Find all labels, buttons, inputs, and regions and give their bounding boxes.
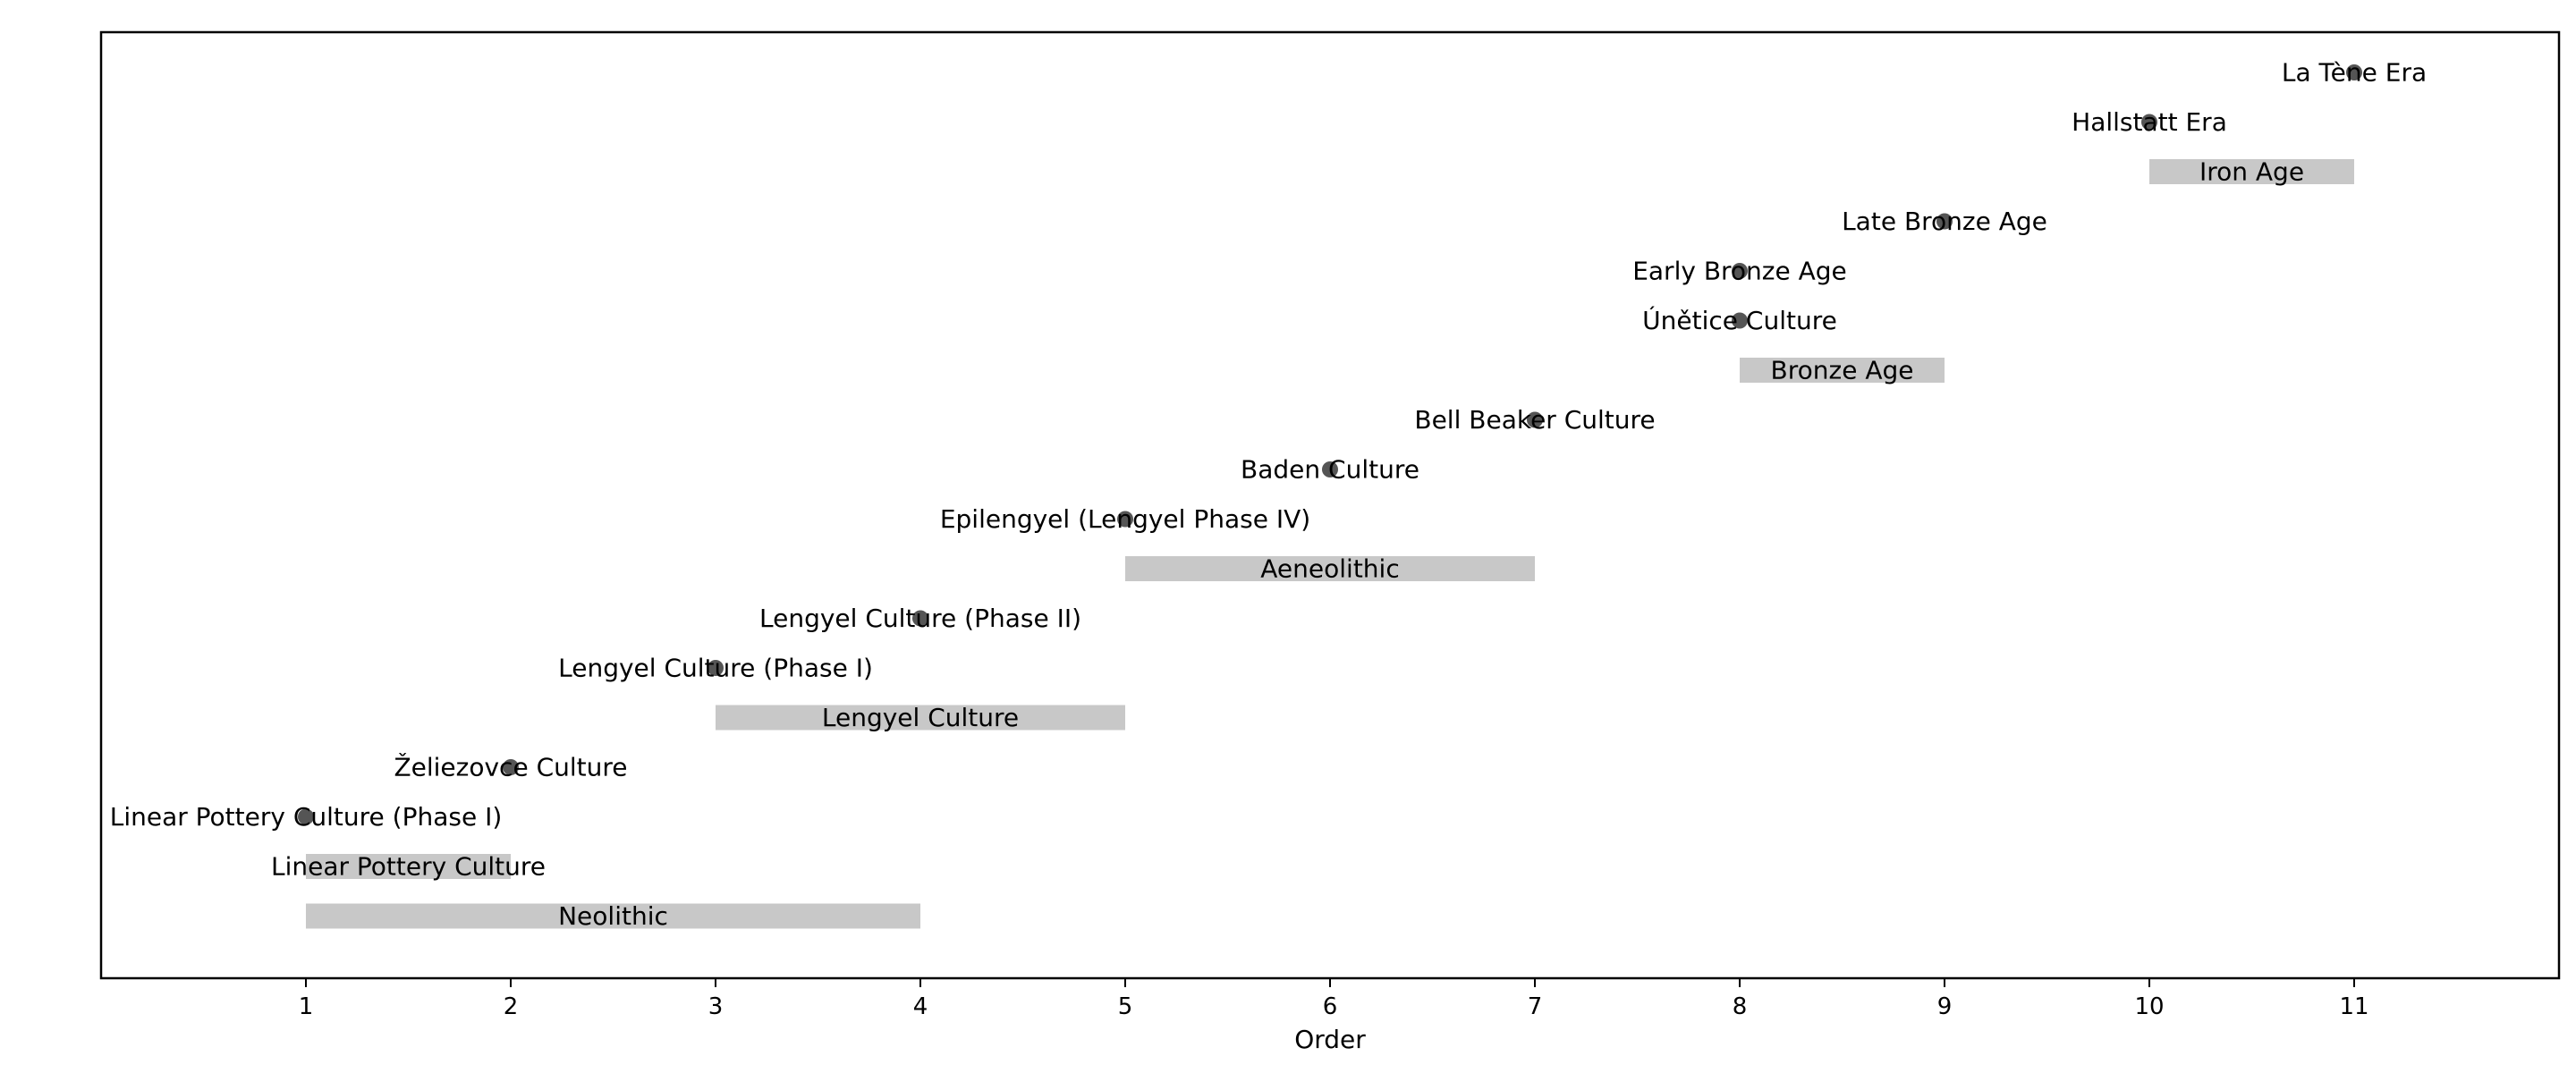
x-axis: 1 2 3 4 5 6 7 8 9 10 11 [299, 978, 2369, 1020]
x-tick-label: 6 [1323, 993, 1338, 1020]
event-point-lengyel-culture-phase-ii [912, 610, 928, 627]
item-label-hallstatt-era: Hallstatt Era [2072, 107, 2227, 137]
item-label-zeliezovce-culture: Želiezovce Culture [394, 752, 627, 782]
event-point-bell-beaker-culture [1527, 411, 1543, 428]
item-label-early-bronze-age: Early Bronze Age [1632, 257, 1847, 286]
period-bar-iron-age [2149, 159, 2354, 184]
x-tick-label: 2 [504, 993, 519, 1020]
period-bar-neolithic [306, 903, 920, 929]
x-tick-label: 8 [1733, 993, 1748, 1020]
x-tick-label: 3 [708, 993, 724, 1020]
event-point-linear-pottery-culture-phase-i [298, 808, 314, 825]
plot-background [101, 32, 2559, 978]
item-label-bronze-age: Bronze Age [1771, 356, 1914, 385]
item-label-baden-culture: Baden Culture [1241, 455, 1419, 485]
item-label-iron-age: Iron Age [2199, 157, 2304, 187]
x-tick-label: 11 [2339, 993, 2368, 1020]
item-label-late-bronze-age: Late Bronze Age [1842, 207, 2047, 236]
event-point-zeliezovce-culture [503, 759, 519, 775]
item-label-bell-beaker-culture: Bell Beaker Culture [1414, 405, 1655, 435]
item-label-lengyel-culture: Lengyel Culture [822, 703, 1019, 732]
event-point-hallstatt-era [2141, 114, 2157, 131]
event-point-late-bronze-age [1936, 213, 1953, 230]
x-tick-label: 5 [1118, 993, 1133, 1020]
x-tick-label: 1 [299, 993, 314, 1020]
event-point-baden-culture [1322, 461, 1338, 477]
item-label-epilengyel-lengyel-phase-iv: Epilengyel (Lengyel Phase IV) [940, 504, 1310, 534]
item-label-lengyel-culture-phase-ii: Lengyel Culture (Phase II) [759, 604, 1081, 633]
item-label-la-tene-era: La Tène Era [2282, 58, 2427, 88]
event-point-epilengyel-lengyel-phase-iv [1117, 511, 1133, 528]
item-label-lengyel-culture-phase-i: Lengyel Culture (Phase I) [558, 654, 873, 683]
item-label-linear-pottery-culture-phase-i: Linear Pottery Culture (Phase I) [110, 802, 503, 832]
period-bar-linear-pottery-culture [306, 854, 511, 879]
x-axis-label: Order [1294, 1025, 1366, 1054]
period-bar-aeneolithic [1125, 556, 1535, 581]
event-point-lengyel-culture-phase-i [708, 660, 724, 676]
item-label-neolithic: Neolithic [558, 901, 668, 931]
event-point-unetice-culture [1732, 312, 1748, 329]
item-label-linear-pottery-culture: Linear Pottery Culture [271, 852, 546, 882]
period-bar-lengyel-culture [716, 705, 1125, 731]
item-label-aeneolithic: Aeneolithic [1260, 554, 1399, 584]
x-tick-label: 10 [2134, 993, 2164, 1020]
period-bar-bronze-age [1740, 358, 1945, 383]
item-label-unetice-culture: Únětice Culture [1642, 305, 1837, 335]
x-tick-label: 7 [1528, 993, 1543, 1020]
x-tick-label: 4 [913, 993, 928, 1020]
event-point-la-tene-era [2346, 64, 2362, 80]
chart-marks: Neolithic Linear Pottery Culture Linear Po… [110, 58, 2427, 932]
event-point-early-bronze-age [1732, 263, 1748, 279]
x-tick-label: 9 [1937, 993, 1953, 1020]
